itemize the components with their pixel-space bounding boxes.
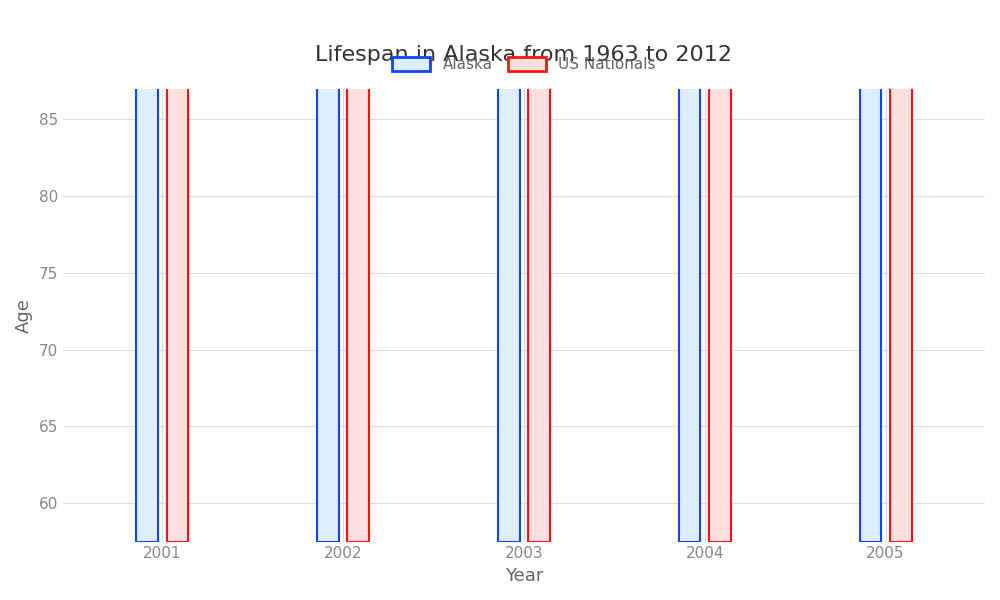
Bar <box>498 0 520 542</box>
Bar <box>528 0 550 542</box>
Bar <box>347 0 369 542</box>
Bar <box>317 0 339 542</box>
Bar <box>860 0 881 542</box>
X-axis label: Year: Year <box>505 567 543 585</box>
Y-axis label: Age: Age <box>15 298 33 332</box>
Bar <box>890 0 912 542</box>
Bar <box>709 0 731 542</box>
Bar <box>136 0 158 542</box>
Bar <box>679 0 700 542</box>
Legend: Alaska, US Nationals: Alaska, US Nationals <box>386 51 662 79</box>
Bar <box>167 0 188 542</box>
Title: Lifespan in Alaska from 1963 to 2012: Lifespan in Alaska from 1963 to 2012 <box>315 45 732 65</box>
